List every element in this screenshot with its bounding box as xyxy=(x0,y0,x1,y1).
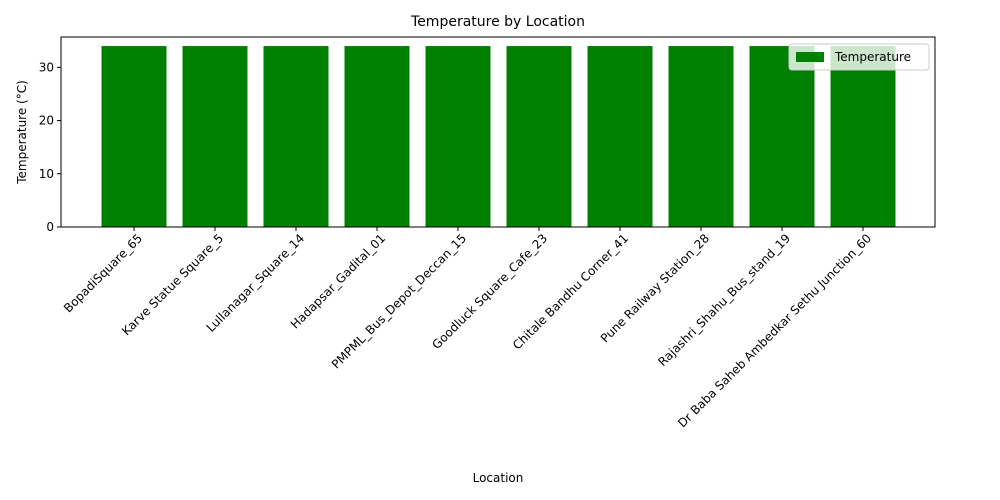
x-axis-label: Location xyxy=(473,471,524,485)
y-axis-label: Temperature (°C) xyxy=(15,80,29,185)
bar xyxy=(830,46,896,227)
x-tick-label: Dr Baba Saheb Ambedkar Sethu Junction_60 xyxy=(675,231,874,430)
bar xyxy=(587,46,653,227)
bar xyxy=(668,46,734,227)
legend-box xyxy=(788,43,930,71)
bar xyxy=(182,46,248,227)
legend: Temperature xyxy=(788,43,930,71)
bar xyxy=(344,46,410,227)
bars-group xyxy=(101,46,896,227)
bar xyxy=(506,46,572,227)
y-tick-label: 30 xyxy=(39,60,54,74)
bar xyxy=(749,46,815,227)
x-tick-label: Rajashri_Shahu_Bus_stand_19 xyxy=(655,231,793,369)
bar xyxy=(263,46,329,227)
chart-title: Temperature by Location xyxy=(410,14,585,30)
legend-label: Temperature xyxy=(834,50,911,64)
x-tick-label: BopadiSquare_65 xyxy=(61,231,145,315)
bar xyxy=(425,46,491,227)
legend-swatch xyxy=(796,52,824,62)
x-tick-label: PMPML_Bus_Depot_Deccan_15 xyxy=(329,231,469,371)
bar xyxy=(101,46,167,227)
plot-frame xyxy=(60,36,936,228)
y-tick-label: 10 xyxy=(39,167,54,181)
y-tick-label: 20 xyxy=(39,114,54,128)
y-axis: 0 10 20 30 xyxy=(39,60,61,234)
y-tick-label: 0 xyxy=(46,220,54,234)
